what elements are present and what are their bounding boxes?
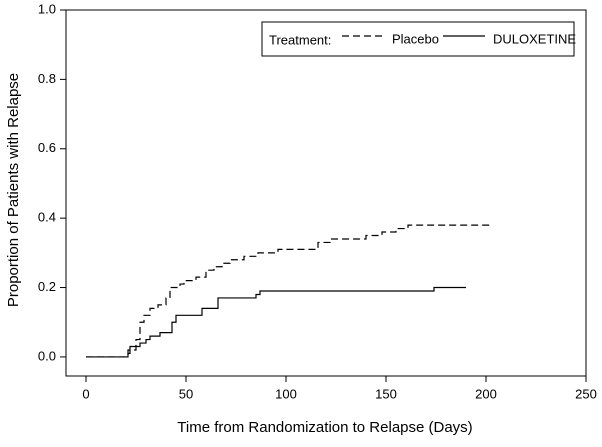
x-tick-label: 250 [575,386,597,401]
legend-box [261,21,575,57]
x-tick-label: 200 [475,386,497,401]
plot-frame [65,9,587,377]
x-tick-label: 100 [275,386,297,401]
y-tick-label: 0.6 [38,140,56,155]
y-tick-label: 1.0 [38,1,56,16]
survival-curve [86,224,490,358]
x-tick-label: 50 [179,386,193,401]
legend-title: Treatment: [269,32,331,47]
legend-label: DULOXETINE [493,31,576,46]
x-axis-title: Time from Randomization to Relapse (Days… [177,419,472,436]
y-axis-title: Proportion of Patients with Relapse [5,73,22,307]
x-tick-label: 0 [82,386,89,401]
x-tick-label: 150 [375,386,397,401]
y-tick-label: 0.2 [38,279,56,294]
y-tick-label: 0.0 [38,348,56,363]
y-tick-label: 0.4 [38,210,56,225]
legend-label: Placebo [392,31,439,46]
y-tick-label: 0.8 [38,71,56,86]
survival-curve [86,286,466,358]
